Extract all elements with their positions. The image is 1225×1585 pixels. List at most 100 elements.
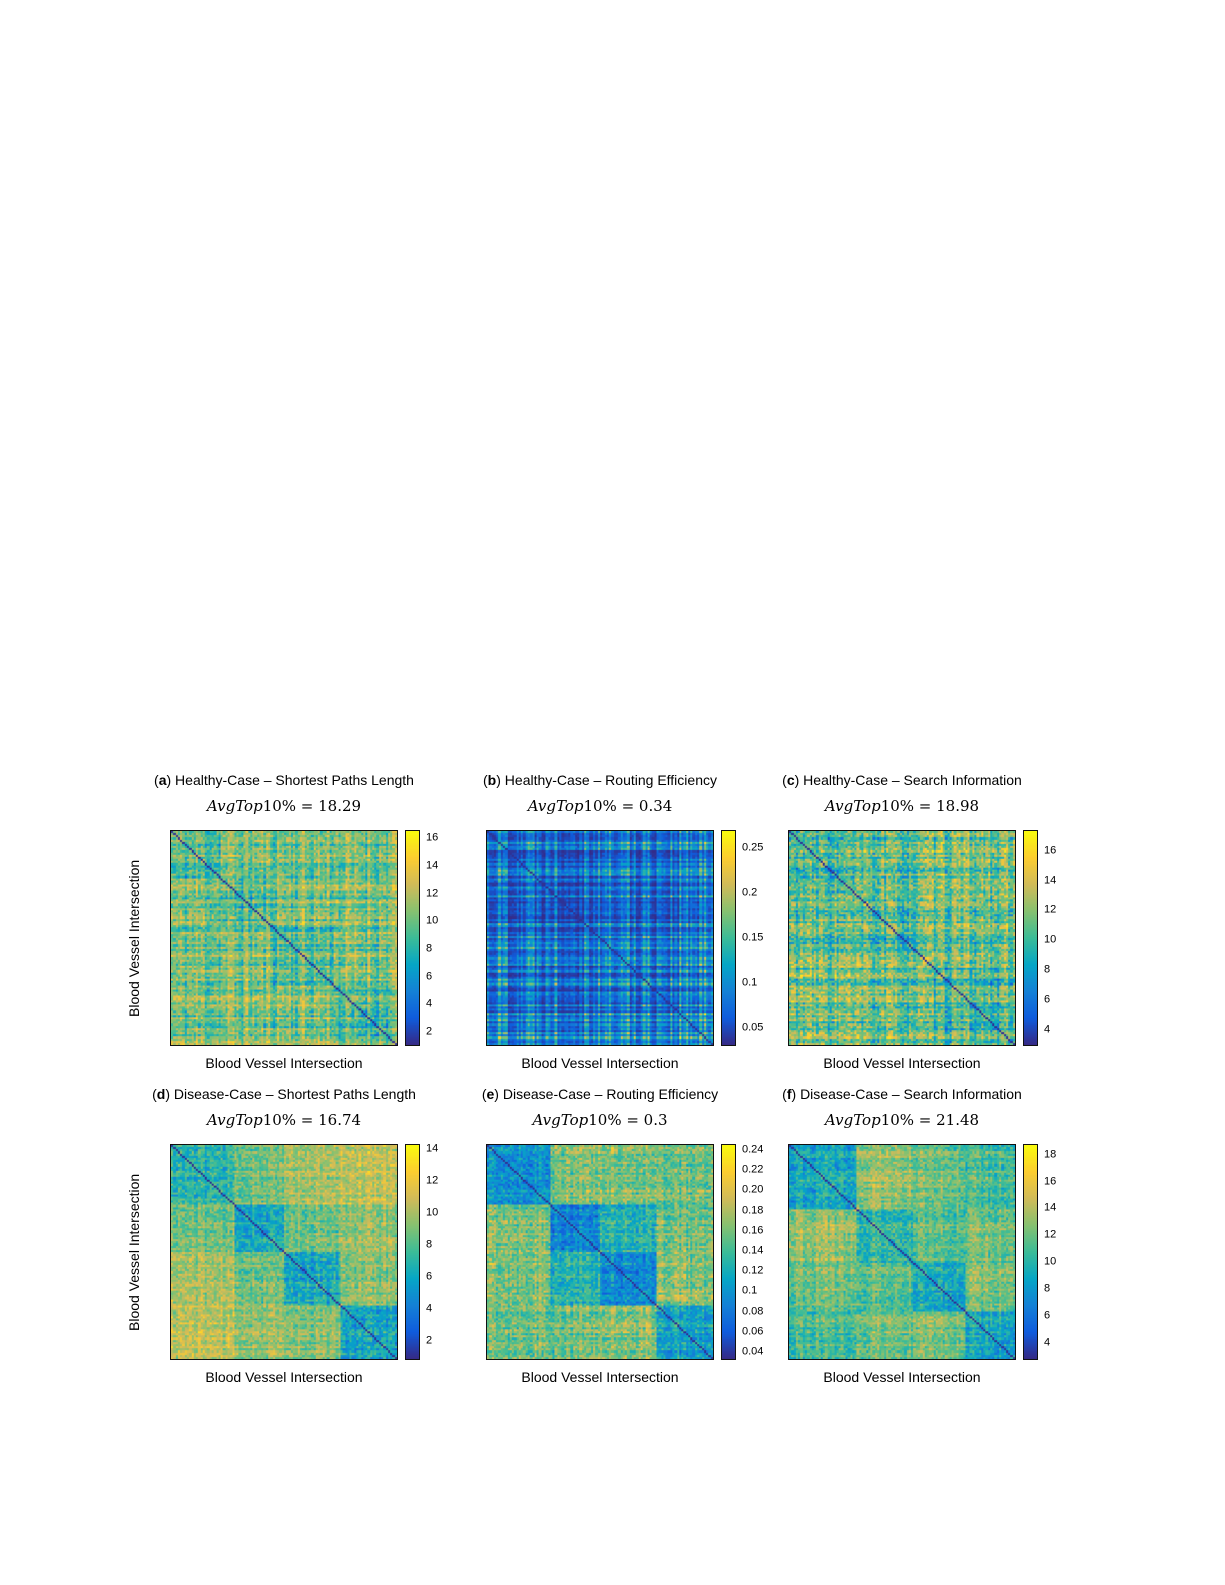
heatmap-panel-a: (a) Healthy-Case – Shortest Paths Length… — [110, 772, 466, 1072]
colorbar-tick-label: 14 — [426, 1142, 439, 1155]
y-axis-label: Blood Vessel Intersection — [126, 1173, 142, 1331]
panel-subtitle: AvgTop10% = 21.48 — [824, 1111, 980, 1129]
heatmap-canvas — [788, 1144, 1016, 1360]
colorbar-tick-label: 0.25 — [742, 841, 764, 854]
panel-label: ( — [152, 1086, 157, 1102]
heatmap-canvas — [486, 830, 714, 1046]
colorbar-tick-label: 10 — [1044, 933, 1057, 946]
panel-title-text: Disease-Case – Search Information — [800, 1086, 1022, 1102]
heatmap-panel-e: (e) Disease-Case – Routing Efficiency Av… — [426, 1086, 782, 1386]
panel-title-text: Healthy-Case – Search Information — [803, 772, 1022, 788]
panel-letter: e — [486, 1086, 495, 1102]
colorbar-ticks: 14 12 10 8 6 4 2 — [426, 1142, 470, 1360]
panel-letter: d — [156, 1086, 166, 1102]
colorbar-tick-label: 0.08 — [742, 1305, 764, 1318]
colorbar-tick-label: 0.2 — [742, 886, 758, 899]
colorbar-tick-label: 0.04 — [742, 1345, 764, 1358]
colorbar-ticks: 16 14 12 10 8 6 4 2 — [426, 830, 470, 1046]
colorbar-tick-label: 0.05 — [742, 1021, 764, 1034]
colorbar-tick-label: 8 — [1044, 963, 1051, 976]
heatmap-panel-d: (d) Disease-Case – Shortest Paths Length… — [110, 1086, 466, 1386]
x-axis-label: Blood Vessel Intersection — [823, 1369, 981, 1385]
x-axis-label: Blood Vessel Intersection — [521, 1369, 679, 1385]
x-axis-label: Blood Vessel Intersection — [521, 1055, 679, 1071]
x-axis-label: Blood Vessel Intersection — [205, 1369, 363, 1385]
colorbar-tick-label: 2 — [426, 1025, 433, 1038]
panel-label: ( — [481, 1086, 487, 1102]
colorbar-tick-label: 14 — [1044, 874, 1057, 887]
y-axis-label: Blood Vessel Intersection — [126, 859, 142, 1017]
panel-subtitle: AvgTop10% = 0.3 — [532, 1111, 668, 1129]
heatmap-panel-c: (c) Healthy-Case – Search Information Av… — [728, 772, 1084, 1072]
colorbar — [721, 1144, 736, 1360]
panel-title: (e) Disease-Case – Routing Efficiency — [481, 1086, 719, 1102]
colorbar-tick-label: 0.1 — [742, 1284, 758, 1297]
colorbar-tick-label: 14 — [1044, 1201, 1057, 1214]
colorbar-tick-label: 12 — [426, 1174, 439, 1187]
colorbar-tick-label: 6 — [426, 1270, 433, 1283]
colorbar-tick-label: 0.24 — [742, 1143, 764, 1156]
heatmap-panel-f: (f) Disease-Case – Search Information Av… — [728, 1086, 1084, 1386]
heatmap-canvas — [486, 1144, 714, 1360]
panel-letter: a — [158, 772, 167, 788]
colorbar-ticks: 18 16 14 12 10 8 6 4 — [1044, 1144, 1088, 1360]
colorbar-tick-label: 2 — [426, 1334, 433, 1347]
x-axis-label: Blood Vessel Intersection — [205, 1055, 363, 1071]
colorbar-tick-label: 0.06 — [742, 1325, 764, 1338]
panel-title-text: Healthy-Case – Routing Efficiency — [504, 772, 717, 788]
colorbar-tick-label: 0.22 — [742, 1163, 764, 1176]
colorbar-tick-label: 6 — [1044, 1309, 1051, 1322]
panel-title-text: Healthy-Case – Shortest Paths Length — [175, 772, 414, 788]
colorbar-tick-label: 16 — [1044, 1175, 1057, 1188]
colorbar-tick-label: 4 — [426, 997, 433, 1010]
panel-letter: b — [487, 772, 497, 788]
colorbar-tick-label: 12 — [1044, 1228, 1057, 1241]
colorbar-tick-label: 4 — [1044, 1023, 1051, 1036]
panel-subtitle: AvgTop10% = 18.98 — [824, 797, 980, 815]
panel-title-text: Disease-Case – Shortest Paths Length — [173, 1086, 416, 1102]
panel-title: (b) Healthy-Case – Routing Efficiency — [483, 772, 717, 788]
colorbar — [405, 830, 420, 1046]
heatmap-panel-b: (b) Healthy-Case – Routing Efficiency Av… — [426, 772, 782, 1072]
panel-subtitle: AvgTop10% = 16.74 — [206, 1111, 362, 1129]
panel-letter: c — [786, 772, 795, 788]
colorbar-tick-label: 4 — [426, 1302, 433, 1315]
colorbar-tick-label: 0.12 — [742, 1264, 764, 1277]
colorbar-tick-label: 8 — [1044, 1282, 1051, 1295]
colorbar-tick-label: 16 — [426, 831, 439, 844]
colorbar-tick-label: 0.1 — [742, 976, 758, 989]
panel-title: (d) Disease-Case – Shortest Paths Length — [152, 1086, 416, 1102]
colorbar-ticks: 16 14 12 10 8 6 4 — [1044, 830, 1088, 1046]
colorbar-tick-label: 8 — [426, 1238, 433, 1251]
colorbar-tick-label: 10 — [426, 1206, 439, 1219]
panel-label: ( — [782, 1086, 787, 1102]
panel-title: (f) Disease-Case – Search Information — [782, 1086, 1022, 1102]
heatmap-canvas — [170, 830, 398, 1046]
colorbar-tick-label: 6 — [426, 970, 433, 983]
panel-label: ( — [483, 772, 488, 788]
colorbar — [1023, 830, 1038, 1046]
colorbar-tick-label: 12 — [1044, 903, 1057, 916]
panel-subtitle: AvgTop10% = 18.29 — [206, 797, 362, 815]
colorbar-ticks: 0.24 0.22 0.20 0.18 0.16 0.14 0.12 0.1 0.08 0.06 0… — [742, 1144, 786, 1360]
colorbar — [1023, 1144, 1038, 1360]
colorbar-tick-label: 14 — [426, 859, 439, 872]
colorbar-tick-label: 0.15 — [742, 931, 764, 944]
panel-title: (c) Healthy-Case – Search Information — [782, 772, 1022, 788]
colorbar-tick-label: 0.20 — [742, 1183, 764, 1196]
colorbar-tick-label: 0.18 — [742, 1204, 764, 1217]
colorbar-ticks: 0.25 0.2 0.15 0.1 0.05 — [742, 830, 786, 1046]
panel-label: ( — [782, 772, 787, 788]
colorbar-tick-label: 18 — [1044, 1148, 1057, 1161]
panel-letter: f — [786, 1086, 792, 1102]
colorbar-tick-label: 8 — [426, 942, 433, 955]
heatmap-canvas — [788, 830, 1016, 1046]
panel-title-text: Disease-Case – Routing Efficiency — [502, 1086, 719, 1102]
heatmap-canvas — [170, 1144, 398, 1360]
x-axis-label: Blood Vessel Intersection — [823, 1055, 981, 1071]
colorbar-tick-label: 4 — [1044, 1336, 1051, 1349]
colorbar — [405, 1144, 420, 1360]
colorbar-tick-label: 0.16 — [742, 1224, 764, 1237]
panel-subtitle: AvgTop10% = 0.34 — [527, 797, 673, 815]
